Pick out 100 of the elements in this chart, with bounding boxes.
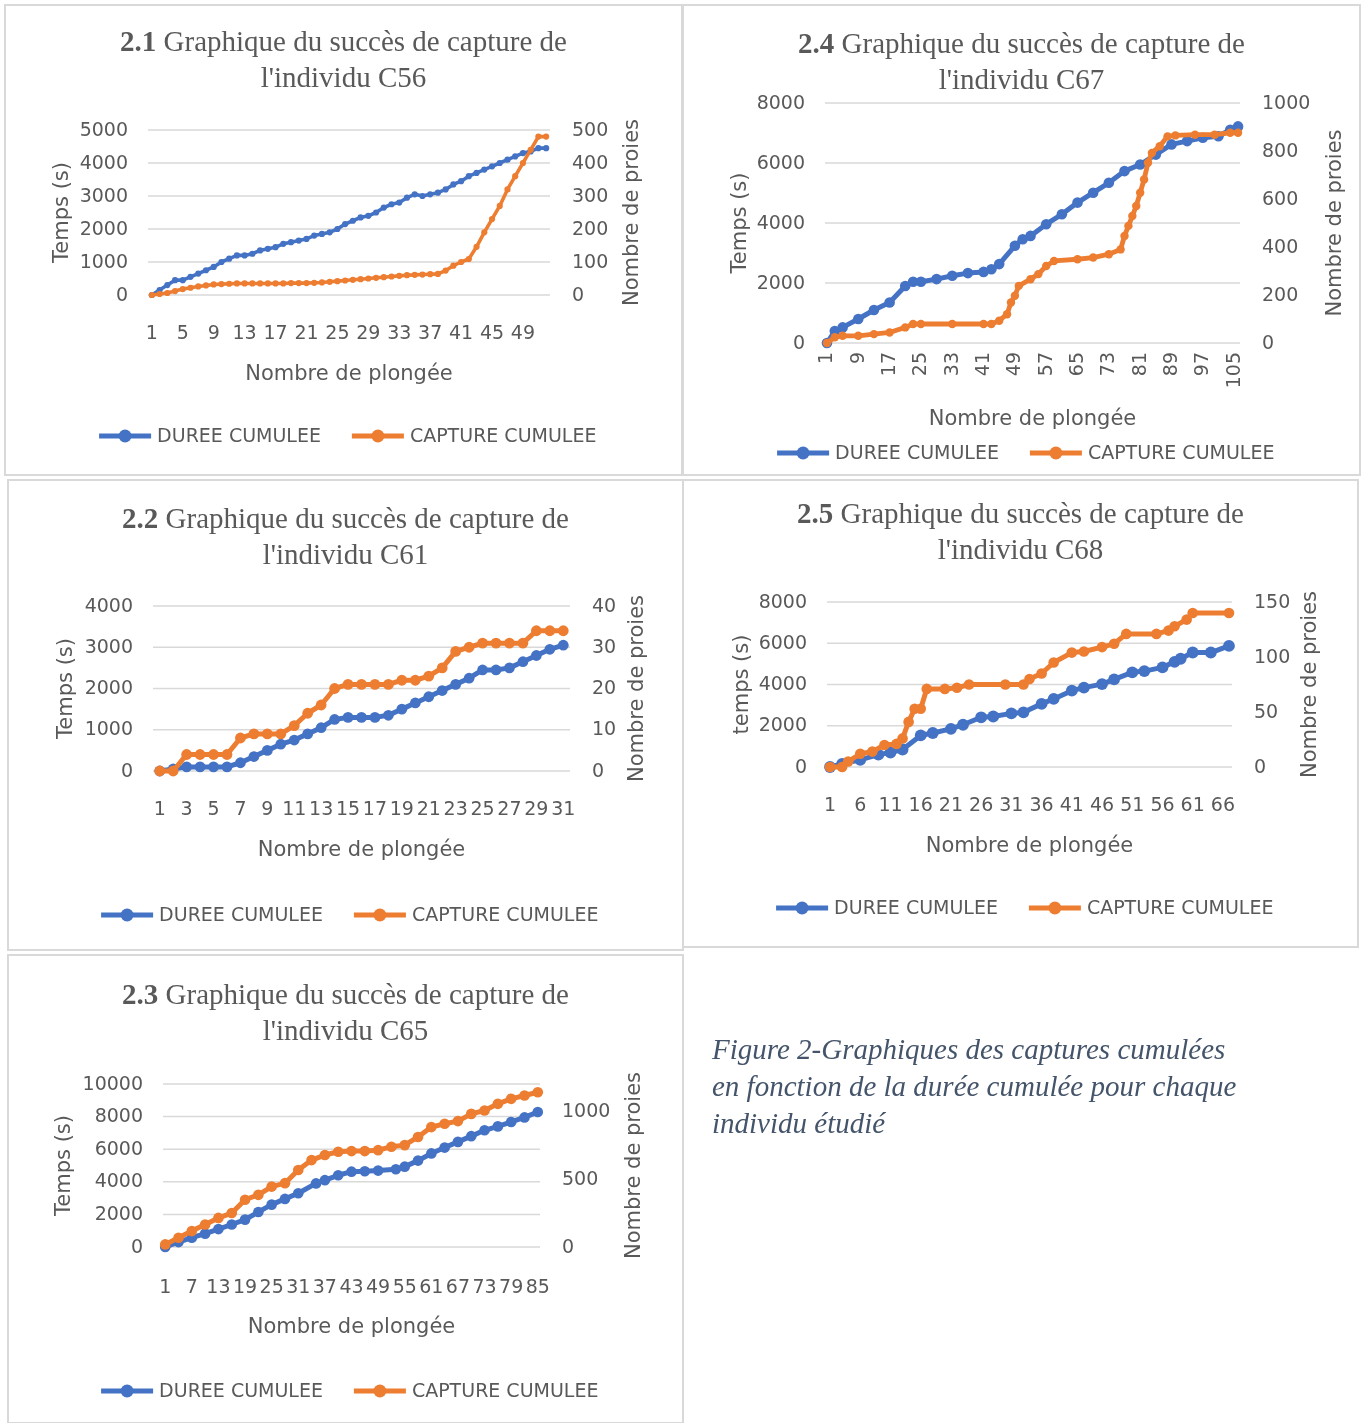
x-axis-title: Nombre de plongée bbox=[247, 1314, 456, 1338]
x-axis-title: Nombre de plongée bbox=[245, 361, 453, 385]
x-tick-label: 49 bbox=[1002, 352, 1025, 377]
y2-tick-label: 500 bbox=[562, 1166, 599, 1189]
x-tick-label: 105 bbox=[1221, 352, 1244, 389]
y2-axis-title: Nombre de proies bbox=[624, 594, 648, 783]
x-tick-label: 46 bbox=[1089, 792, 1115, 815]
y2-tick-label: 0 bbox=[562, 1234, 575, 1257]
y-tick-label: 0 bbox=[794, 754, 807, 777]
chart-title: 2.1 Graphique du succès de capture de l'individu C56 bbox=[120, 24, 567, 93]
y2-tick-label: 0 bbox=[1254, 754, 1267, 777]
y2-tick-label: 300 bbox=[572, 183, 609, 206]
y-tick-label: 8000 bbox=[758, 589, 807, 612]
y2-tick-label: 50 bbox=[1254, 699, 1279, 722]
y-tick-label: 5000 bbox=[79, 117, 128, 140]
y-axis-title: Temps (s) bbox=[49, 162, 73, 264]
x-tick-label: 21 bbox=[294, 320, 319, 343]
x-tick-label: 85 bbox=[525, 1274, 550, 1297]
y2-axis-title: Nombre de proies bbox=[621, 1071, 645, 1260]
x-tick-label: 5 bbox=[176, 320, 189, 343]
y2-tick-label: 0 bbox=[592, 758, 605, 781]
x-tick-label: 45 bbox=[479, 320, 505, 343]
y2-tick-label: 20 bbox=[592, 676, 617, 698]
x-tick-label: 23 bbox=[443, 796, 468, 819]
x-tick-label: 9 bbox=[845, 352, 868, 365]
x-tick-label: 37 bbox=[418, 320, 443, 343]
x-tick-label: 1 bbox=[814, 352, 837, 365]
x-tick-label: 11 bbox=[282, 796, 307, 819]
x-tick-label: 29 bbox=[356, 320, 381, 343]
x-tick-label: 33 bbox=[939, 352, 962, 377]
y2-tick-label: 1000 bbox=[562, 1098, 611, 1121]
legend-label: CAPTURE CUMULEE bbox=[409, 423, 597, 446]
y-tick-label: 6000 bbox=[756, 150, 805, 173]
chart-title: 2.5 Graphique du succès de capture de l'individu C68 bbox=[797, 496, 1244, 565]
y2-tick-label: 200 bbox=[1262, 282, 1299, 305]
legend-label: CAPTURE CUMULEE bbox=[411, 902, 599, 925]
x-tick-label: 56 bbox=[1150, 792, 1175, 815]
y2-tick-label: 0 bbox=[1262, 330, 1275, 353]
x-tick-label: 31 bbox=[999, 792, 1024, 815]
legend-label: DUREE CUMULEE bbox=[159, 902, 323, 925]
x-tick-label: 61 bbox=[1180, 792, 1205, 815]
chart-title: 2.2 Graphique du succès de capture de l'individu C61 bbox=[122, 501, 569, 570]
legend-label: CAPTURE CUMULEE bbox=[411, 1378, 599, 1401]
x-tick-label: 25 bbox=[325, 320, 350, 343]
y-tick-label: 4000 bbox=[758, 672, 807, 694]
legend-label: DUREE CUMULEE bbox=[157, 423, 321, 446]
y-tick-label: 0 bbox=[115, 282, 128, 305]
y2-tick-label: 100 bbox=[1254, 644, 1291, 667]
x-tick-label: 16 bbox=[908, 792, 933, 815]
x-tick-label: 31 bbox=[551, 796, 576, 819]
legend-label: CAPTURE CUMULEE bbox=[1087, 440, 1275, 463]
y2-tick-label: 30 bbox=[592, 634, 617, 657]
x-tick-label: 13 bbox=[206, 1274, 231, 1297]
y-tick-label: 6000 bbox=[758, 630, 807, 653]
x-tick-label: 3 bbox=[180, 796, 193, 819]
y-tick-label: 8000 bbox=[94, 1104, 143, 1127]
x-tick-label: 25 bbox=[908, 352, 931, 377]
y-tick-label: 4000 bbox=[756, 210, 805, 233]
x-tick-label: 21 bbox=[938, 792, 964, 815]
x-tick-label: 79 bbox=[499, 1274, 524, 1297]
legend-label: DUREE CUMULEE bbox=[159, 1378, 323, 1401]
chart-title: 2.3 Graphique du succès de capture de l'individu C65 bbox=[122, 977, 569, 1046]
x-tick-label: 49 bbox=[510, 320, 536, 343]
x-tick-label: 21 bbox=[416, 796, 441, 819]
x-tick-label: 1 bbox=[145, 320, 158, 343]
y2-tick-label: 150 bbox=[1254, 589, 1291, 612]
x-tick-label: 61 bbox=[419, 1274, 444, 1297]
x-tick-label: 57 bbox=[1033, 352, 1056, 377]
x-tick-label: 9 bbox=[261, 796, 274, 819]
x-tick-label: 66 bbox=[1210, 792, 1236, 815]
y-tick-label: 2000 bbox=[758, 713, 807, 736]
y2-tick-label: 400 bbox=[572, 150, 609, 173]
x-tick-label: 73 bbox=[1096, 352, 1119, 377]
y-axis-title: Temps (s) bbox=[53, 638, 77, 740]
x-tick-label: 7 bbox=[234, 796, 247, 819]
x-tick-label: 17 bbox=[877, 352, 900, 377]
legend-label: CAPTURE CUMULEE bbox=[1086, 895, 1274, 918]
x-tick-label: 31 bbox=[286, 1274, 311, 1297]
y-tick-label: 3000 bbox=[84, 634, 133, 657]
x-tick-label: 49 bbox=[366, 1274, 391, 1297]
y-tick-label: 4000 bbox=[94, 1169, 143, 1192]
y2-tick-label: 10 bbox=[592, 717, 617, 740]
y-axis-title: Temps (s) bbox=[727, 172, 751, 275]
x-tick-label: 13 bbox=[309, 796, 334, 819]
y-tick-label: 1000 bbox=[84, 717, 133, 740]
x-tick-label: 67 bbox=[445, 1274, 471, 1297]
x-tick-label: 15 bbox=[335, 796, 361, 819]
x-tick-label: 7 bbox=[185, 1274, 198, 1297]
y2-axis-title: Nombre de proies bbox=[619, 118, 643, 307]
x-tick-label: 97 bbox=[1190, 352, 1213, 377]
y-tick-label: 2000 bbox=[756, 270, 805, 293]
x-tick-label: 73 bbox=[472, 1274, 497, 1297]
y2-axis-title: Nombre de proies bbox=[1322, 129, 1346, 317]
y2-tick-label: 1000 bbox=[1262, 90, 1311, 113]
x-tick-label: 13 bbox=[232, 320, 257, 343]
x-tick-label: 5 bbox=[207, 796, 220, 819]
y2-tick-label: 500 bbox=[572, 117, 609, 140]
y-tick-label: 4000 bbox=[84, 593, 133, 616]
x-tick-label: 25 bbox=[259, 1274, 284, 1297]
y2-tick-label: 600 bbox=[1262, 186, 1299, 209]
